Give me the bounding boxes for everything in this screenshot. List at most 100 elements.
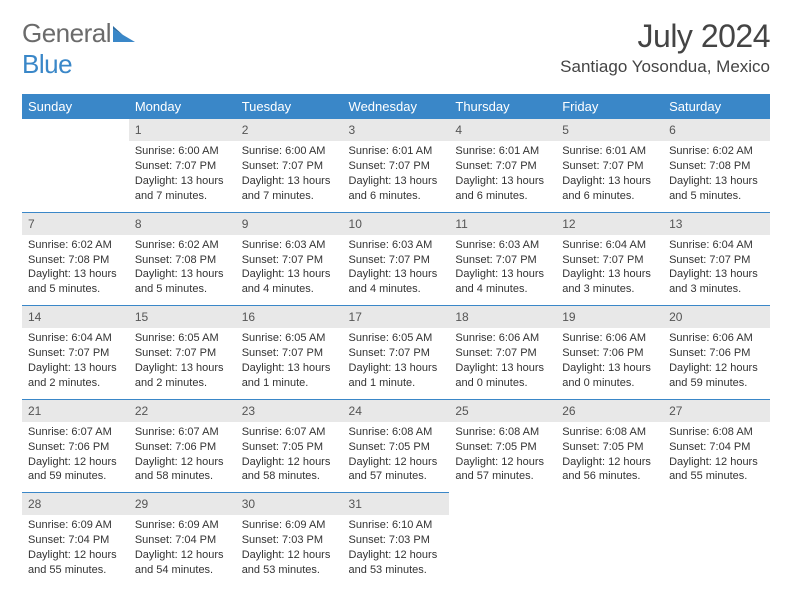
daylight-text: Daylight: 13 hours and 5 minutes. <box>28 267 123 297</box>
sunrise-text: Sunrise: 6:02 AM <box>135 238 230 253</box>
sunset-text: Sunset: 7:05 PM <box>349 440 444 455</box>
sunrise-text: Sunrise: 6:05 AM <box>135 331 230 346</box>
sunrise-text: Sunrise: 6:01 AM <box>562 144 657 159</box>
location: Santiago Yosondua, Mexico <box>560 57 770 77</box>
day-content-cell: Sunrise: 6:05 AMSunset: 7:07 PMDaylight:… <box>129 328 236 399</box>
weekday-header: Sunday <box>22 94 129 119</box>
daylight-text: Daylight: 12 hours and 58 minutes. <box>135 455 230 485</box>
sunrise-text: Sunrise: 6:08 AM <box>562 425 657 440</box>
logo-flag-icon <box>113 18 135 48</box>
sunrise-text: Sunrise: 6:02 AM <box>28 238 123 253</box>
daylight-text: Daylight: 12 hours and 57 minutes. <box>349 455 444 485</box>
weekday-header: Tuesday <box>236 94 343 119</box>
daylight-text: Daylight: 13 hours and 0 minutes. <box>455 361 550 391</box>
day-content-cell: Sunrise: 6:04 AMSunset: 7:07 PMDaylight:… <box>22 328 129 399</box>
sunrise-text: Sunrise: 6:09 AM <box>242 518 337 533</box>
day-number-cell: 23 <box>236 399 343 422</box>
day-number-cell: 26 <box>556 399 663 422</box>
sunset-text: Sunset: 7:07 PM <box>562 253 657 268</box>
day-content-cell: Sunrise: 6:07 AMSunset: 7:06 PMDaylight:… <box>129 422 236 493</box>
sunset-text: Sunset: 7:07 PM <box>349 253 444 268</box>
day-number-cell: 14 <box>22 306 129 329</box>
day-content-cell: Sunrise: 6:10 AMSunset: 7:03 PMDaylight:… <box>343 515 450 585</box>
sunrise-text: Sunrise: 6:06 AM <box>455 331 550 346</box>
day-number-cell: 25 <box>449 399 556 422</box>
day-content-cell: Sunrise: 6:04 AMSunset: 7:07 PMDaylight:… <box>556 235 663 306</box>
sunset-text: Sunset: 7:08 PM <box>135 253 230 268</box>
day-number-cell: 13 <box>663 212 770 235</box>
sunrise-text: Sunrise: 6:03 AM <box>455 238 550 253</box>
day-content-cell: Sunrise: 6:06 AMSunset: 7:06 PMDaylight:… <box>556 328 663 399</box>
day-number-cell: 9 <box>236 212 343 235</box>
calendar-head: SundayMondayTuesdayWednesdayThursdayFrid… <box>22 94 770 119</box>
daylight-text: Daylight: 13 hours and 4 minutes. <box>242 267 337 297</box>
sunset-text: Sunset: 7:06 PM <box>669 346 764 361</box>
day-content-cell: Sunrise: 6:08 AMSunset: 7:05 PMDaylight:… <box>343 422 450 493</box>
sunset-text: Sunset: 7:03 PM <box>242 533 337 548</box>
day-number-cell: 28 <box>22 493 129 516</box>
day-number-cell: 19 <box>556 306 663 329</box>
sunset-text: Sunset: 7:07 PM <box>455 346 550 361</box>
day-content-cell: Sunrise: 6:09 AMSunset: 7:03 PMDaylight:… <box>236 515 343 585</box>
sunset-text: Sunset: 7:08 PM <box>28 253 123 268</box>
weekday-header: Thursday <box>449 94 556 119</box>
daylight-text: Daylight: 12 hours and 57 minutes. <box>455 455 550 485</box>
day-content-cell: Sunrise: 6:03 AMSunset: 7:07 PMDaylight:… <box>236 235 343 306</box>
day-number-cell: 10 <box>343 212 450 235</box>
day-number-cell: 11 <box>449 212 556 235</box>
daylight-text: Daylight: 13 hours and 7 minutes. <box>135 174 230 204</box>
sunset-text: Sunset: 7:07 PM <box>242 346 337 361</box>
day-content-cell: Sunrise: 6:05 AMSunset: 7:07 PMDaylight:… <box>236 328 343 399</box>
sunrise-text: Sunrise: 6:08 AM <box>455 425 550 440</box>
day-content-cell: Sunrise: 6:06 AMSunset: 7:06 PMDaylight:… <box>663 328 770 399</box>
sunset-text: Sunset: 7:05 PM <box>242 440 337 455</box>
day-content-cell: Sunrise: 6:08 AMSunset: 7:05 PMDaylight:… <box>556 422 663 493</box>
day-content-row: Sunrise: 6:02 AMSunset: 7:08 PMDaylight:… <box>22 235 770 306</box>
daylight-text: Daylight: 13 hours and 4 minutes. <box>349 267 444 297</box>
day-number-cell: 5 <box>556 119 663 141</box>
day-content-cell: Sunrise: 6:08 AMSunset: 7:04 PMDaylight:… <box>663 422 770 493</box>
sunset-text: Sunset: 7:07 PM <box>242 159 337 174</box>
day-content-cell: Sunrise: 6:02 AMSunset: 7:08 PMDaylight:… <box>663 141 770 212</box>
logo-word2: Blue <box>22 49 72 79</box>
logo-word1: General <box>22 18 111 48</box>
sunrise-text: Sunrise: 6:06 AM <box>562 331 657 346</box>
day-number-cell <box>663 493 770 516</box>
day-content-row: Sunrise: 6:00 AMSunset: 7:07 PMDaylight:… <box>22 141 770 212</box>
day-content-cell: Sunrise: 6:07 AMSunset: 7:06 PMDaylight:… <box>22 422 129 493</box>
sunset-text: Sunset: 7:04 PM <box>669 440 764 455</box>
daylight-text: Daylight: 13 hours and 4 minutes. <box>455 267 550 297</box>
day-number-cell: 27 <box>663 399 770 422</box>
day-content-row: Sunrise: 6:04 AMSunset: 7:07 PMDaylight:… <box>22 328 770 399</box>
day-number-cell <box>449 493 556 516</box>
month-title: July 2024 <box>560 18 770 55</box>
daylight-text: Daylight: 13 hours and 6 minutes. <box>455 174 550 204</box>
sunset-text: Sunset: 7:07 PM <box>135 159 230 174</box>
weekday-header: Saturday <box>663 94 770 119</box>
sunrise-text: Sunrise: 6:07 AM <box>28 425 123 440</box>
day-content-row: Sunrise: 6:09 AMSunset: 7:04 PMDaylight:… <box>22 515 770 585</box>
day-number-cell: 21 <box>22 399 129 422</box>
sunrise-text: Sunrise: 6:03 AM <box>349 238 444 253</box>
day-content-cell: Sunrise: 6:00 AMSunset: 7:07 PMDaylight:… <box>129 141 236 212</box>
sunset-text: Sunset: 7:07 PM <box>349 159 444 174</box>
daylight-text: Daylight: 13 hours and 1 minute. <box>242 361 337 391</box>
day-content-cell: Sunrise: 6:02 AMSunset: 7:08 PMDaylight:… <box>129 235 236 306</box>
day-number-cell <box>22 119 129 141</box>
weekday-header: Wednesday <box>343 94 450 119</box>
weekday-row: SundayMondayTuesdayWednesdayThursdayFrid… <box>22 94 770 119</box>
sunrise-text: Sunrise: 6:09 AM <box>28 518 123 533</box>
daylight-text: Daylight: 13 hours and 2 minutes. <box>135 361 230 391</box>
day-number-cell: 8 <box>129 212 236 235</box>
day-number-row: 123456 <box>22 119 770 141</box>
sunrise-text: Sunrise: 6:09 AM <box>135 518 230 533</box>
daylight-text: Daylight: 12 hours and 59 minutes. <box>669 361 764 391</box>
calendar-body: 123456Sunrise: 6:00 AMSunset: 7:07 PMDay… <box>22 119 770 586</box>
day-number-row: 14151617181920 <box>22 306 770 329</box>
sunset-text: Sunset: 7:07 PM <box>669 253 764 268</box>
daylight-text: Daylight: 13 hours and 0 minutes. <box>562 361 657 391</box>
sunrise-text: Sunrise: 6:02 AM <box>669 144 764 159</box>
sunrise-text: Sunrise: 6:00 AM <box>135 144 230 159</box>
sunset-text: Sunset: 7:04 PM <box>135 533 230 548</box>
sunset-text: Sunset: 7:06 PM <box>28 440 123 455</box>
